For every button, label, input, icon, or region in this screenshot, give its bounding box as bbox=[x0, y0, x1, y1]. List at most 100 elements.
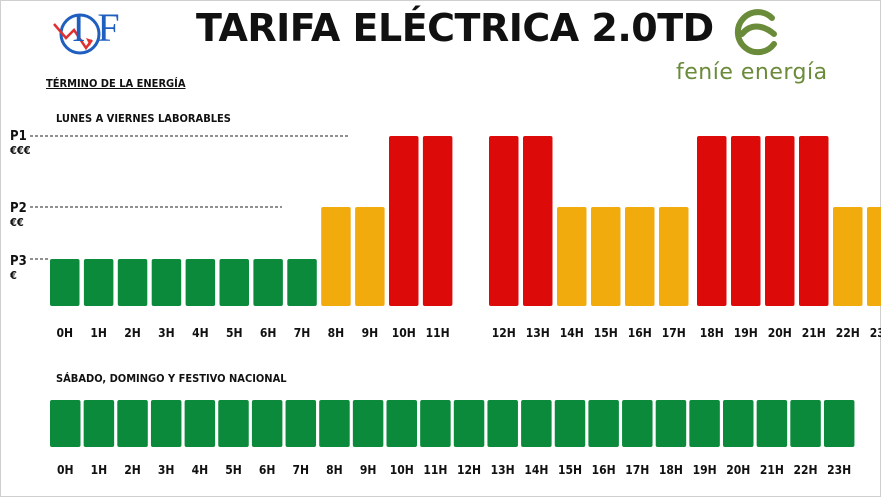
weekend-hour-label: 0H bbox=[57, 463, 74, 477]
weekend-bar-22H bbox=[790, 400, 821, 447]
weekday-bar-16H bbox=[625, 207, 655, 306]
weekend-bar-23H bbox=[823, 400, 855, 447]
weekday-hour-label: 23H bbox=[870, 326, 881, 340]
weekday-bar-9H bbox=[355, 207, 385, 306]
weekend-hour-label: 1H bbox=[91, 463, 108, 477]
weekend-bar-1H bbox=[83, 400, 115, 447]
weekend-bar-19H bbox=[689, 400, 720, 447]
weekend-hour-label: 19H bbox=[693, 463, 717, 477]
weekday-bar-12H bbox=[489, 136, 519, 306]
weekend-bar-6H bbox=[251, 400, 283, 447]
weekday-hour-label: 17H bbox=[662, 326, 686, 340]
period-label-p2: P2 €€ bbox=[10, 202, 40, 228]
weekday-bar-17H bbox=[659, 207, 689, 306]
weekend-hour-label: 15H bbox=[558, 463, 582, 477]
period-p2-name: P2 bbox=[10, 201, 27, 216]
weekday-hour-label: 20H bbox=[768, 326, 792, 340]
weekend-hour-label: 3H bbox=[158, 463, 175, 477]
weekend-hour-label: 5H bbox=[225, 463, 242, 477]
weekday-hour-label: 14H bbox=[560, 326, 584, 340]
weekend-bar-9H bbox=[352, 400, 384, 447]
weekday-bar-15H bbox=[591, 207, 621, 306]
weekday-bar-7H bbox=[287, 259, 317, 306]
weekend-hour-label: 4H bbox=[192, 463, 209, 477]
weekend-bar-15H bbox=[554, 400, 586, 447]
weekend-hour-label: 6H bbox=[259, 463, 276, 477]
weekend-hour-label: 10H bbox=[390, 463, 414, 477]
weekday-hour-label: 13H bbox=[526, 326, 550, 340]
weekday-bar-8H bbox=[321, 207, 351, 306]
weekend-bar-10H bbox=[386, 400, 417, 447]
weekend-bar-7H bbox=[285, 400, 317, 447]
weekday-hour-label: 21H bbox=[802, 326, 826, 340]
period-p2-cost: €€ bbox=[10, 216, 24, 229]
weekend-hour-label: 20H bbox=[726, 463, 750, 477]
weekend-hour-label: 13H bbox=[491, 463, 515, 477]
weekday-hour-label: 5H bbox=[226, 326, 243, 340]
weekend-hour-label: 17H bbox=[625, 463, 649, 477]
weekday-bar-18H bbox=[697, 136, 727, 306]
logo-arrow-icon bbox=[86, 38, 92, 46]
weekend-hour-label: 7H bbox=[293, 463, 310, 477]
weekday-hour-label: 1H bbox=[90, 326, 107, 340]
weekday-hour-label: 16H bbox=[628, 326, 652, 340]
period-p3-name: P3 bbox=[10, 254, 27, 269]
weekday-bar-10H bbox=[389, 136, 419, 306]
weekend-bar-16H bbox=[588, 400, 619, 447]
weekday-bar-21H bbox=[799, 136, 829, 306]
weekday-hour-label: 12H bbox=[492, 326, 516, 340]
period-label-p3: P3 € bbox=[10, 255, 40, 281]
weekend-hour-label: 21H bbox=[760, 463, 784, 477]
weekend-bar-11H bbox=[420, 400, 451, 447]
weekend-bar-2H bbox=[117, 400, 148, 447]
weekday-bar-3H bbox=[151, 259, 182, 306]
weekday-bar-1H bbox=[83, 259, 114, 306]
weekend-hour-label: 18H bbox=[659, 463, 683, 477]
weekend-bar-13H bbox=[487, 400, 518, 447]
weekend-hour-label: 14H bbox=[524, 463, 548, 477]
weekday-bar-5H bbox=[219, 259, 249, 306]
fenie-logo-icon bbox=[734, 9, 777, 56]
weekend-hour-label: 11H bbox=[423, 463, 447, 477]
weekday-bar-19H bbox=[731, 136, 761, 306]
weekend-bar-5H bbox=[218, 400, 249, 447]
weekend-hour-label: 23H bbox=[827, 463, 851, 477]
weekday-hour-label: 10H bbox=[392, 326, 416, 340]
weekday-hour-label: 19H bbox=[734, 326, 758, 340]
weekend-section-title: SÁBADO, DOMINGO Y FESTIVO NACIONAL bbox=[56, 372, 287, 385]
weekday-hour-label: 4H bbox=[192, 326, 209, 340]
weekday-hour-label: 9H bbox=[362, 326, 379, 340]
weekend-bar-12H bbox=[453, 400, 485, 447]
weekend-bar-20H bbox=[723, 400, 754, 447]
period-p3-cost: € bbox=[10, 269, 17, 282]
weekday-hour-label: 15H bbox=[594, 326, 618, 340]
weekend-hour-label: 2H bbox=[124, 463, 141, 477]
weekday-hour-label: 3H bbox=[158, 326, 175, 340]
weekday-bar-14H bbox=[557, 207, 587, 306]
logo-trend-line bbox=[53, 23, 93, 51]
weekend-hour-label: 16H bbox=[592, 463, 616, 477]
weekday-bar-13H bbox=[523, 136, 553, 306]
page-title: TARIFA ELÉCTRICA 2.0TD bbox=[196, 6, 714, 50]
weekday-hour-label: 22H bbox=[836, 326, 860, 340]
period-label-p1: P1 €€€ bbox=[10, 130, 40, 156]
period-p1-name: P1 bbox=[10, 129, 27, 144]
weekday-hour-label: 7H bbox=[294, 326, 311, 340]
weekday-hour-label: 18H bbox=[700, 326, 724, 340]
weekday-bar-4H bbox=[185, 259, 216, 306]
weekday-bar-11H bbox=[422, 136, 453, 306]
weekday-bar-22H bbox=[833, 207, 863, 306]
weekday-hour-label: 8H bbox=[328, 326, 345, 340]
weekday-hour-label: 6H bbox=[260, 326, 277, 340]
period-p1-cost: €€€ bbox=[10, 144, 31, 157]
weekend-bar-18H bbox=[655, 400, 687, 447]
weekday-bar-6H bbox=[253, 259, 283, 306]
ojf-logo-text: I F bbox=[72, 5, 120, 50]
weekend-bar-14H bbox=[521, 400, 552, 447]
weekend-bar-4H bbox=[184, 400, 216, 447]
weekend-hour-label: 12H bbox=[457, 463, 481, 477]
weekday-bar-20H bbox=[765, 136, 795, 306]
weekday-hour-label: 11H bbox=[426, 326, 450, 340]
weekend-bar-17H bbox=[622, 400, 653, 447]
